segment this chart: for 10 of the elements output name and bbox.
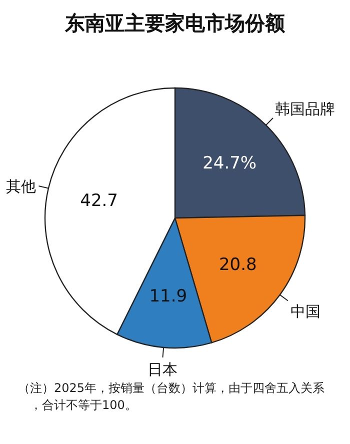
- slice-label: 韩国品牌: [275, 100, 336, 118]
- data-label: 11.9: [149, 286, 188, 307]
- chart-title: 东南亚主要家电市场份额: [64, 11, 286, 35]
- slice-label: 日本: [147, 360, 178, 378]
- data-label: 24.7%: [202, 153, 257, 174]
- data-label: 20.8: [218, 255, 257, 276]
- text: （注）2025年，按销量（台数）计算，由于四舍五入关系，合计不等于100。: [18, 381, 325, 412]
- data-label: 42.7: [80, 191, 118, 212]
- slice-label: 中国: [290, 302, 320, 321]
- slice-label: 其他: [6, 177, 36, 196]
